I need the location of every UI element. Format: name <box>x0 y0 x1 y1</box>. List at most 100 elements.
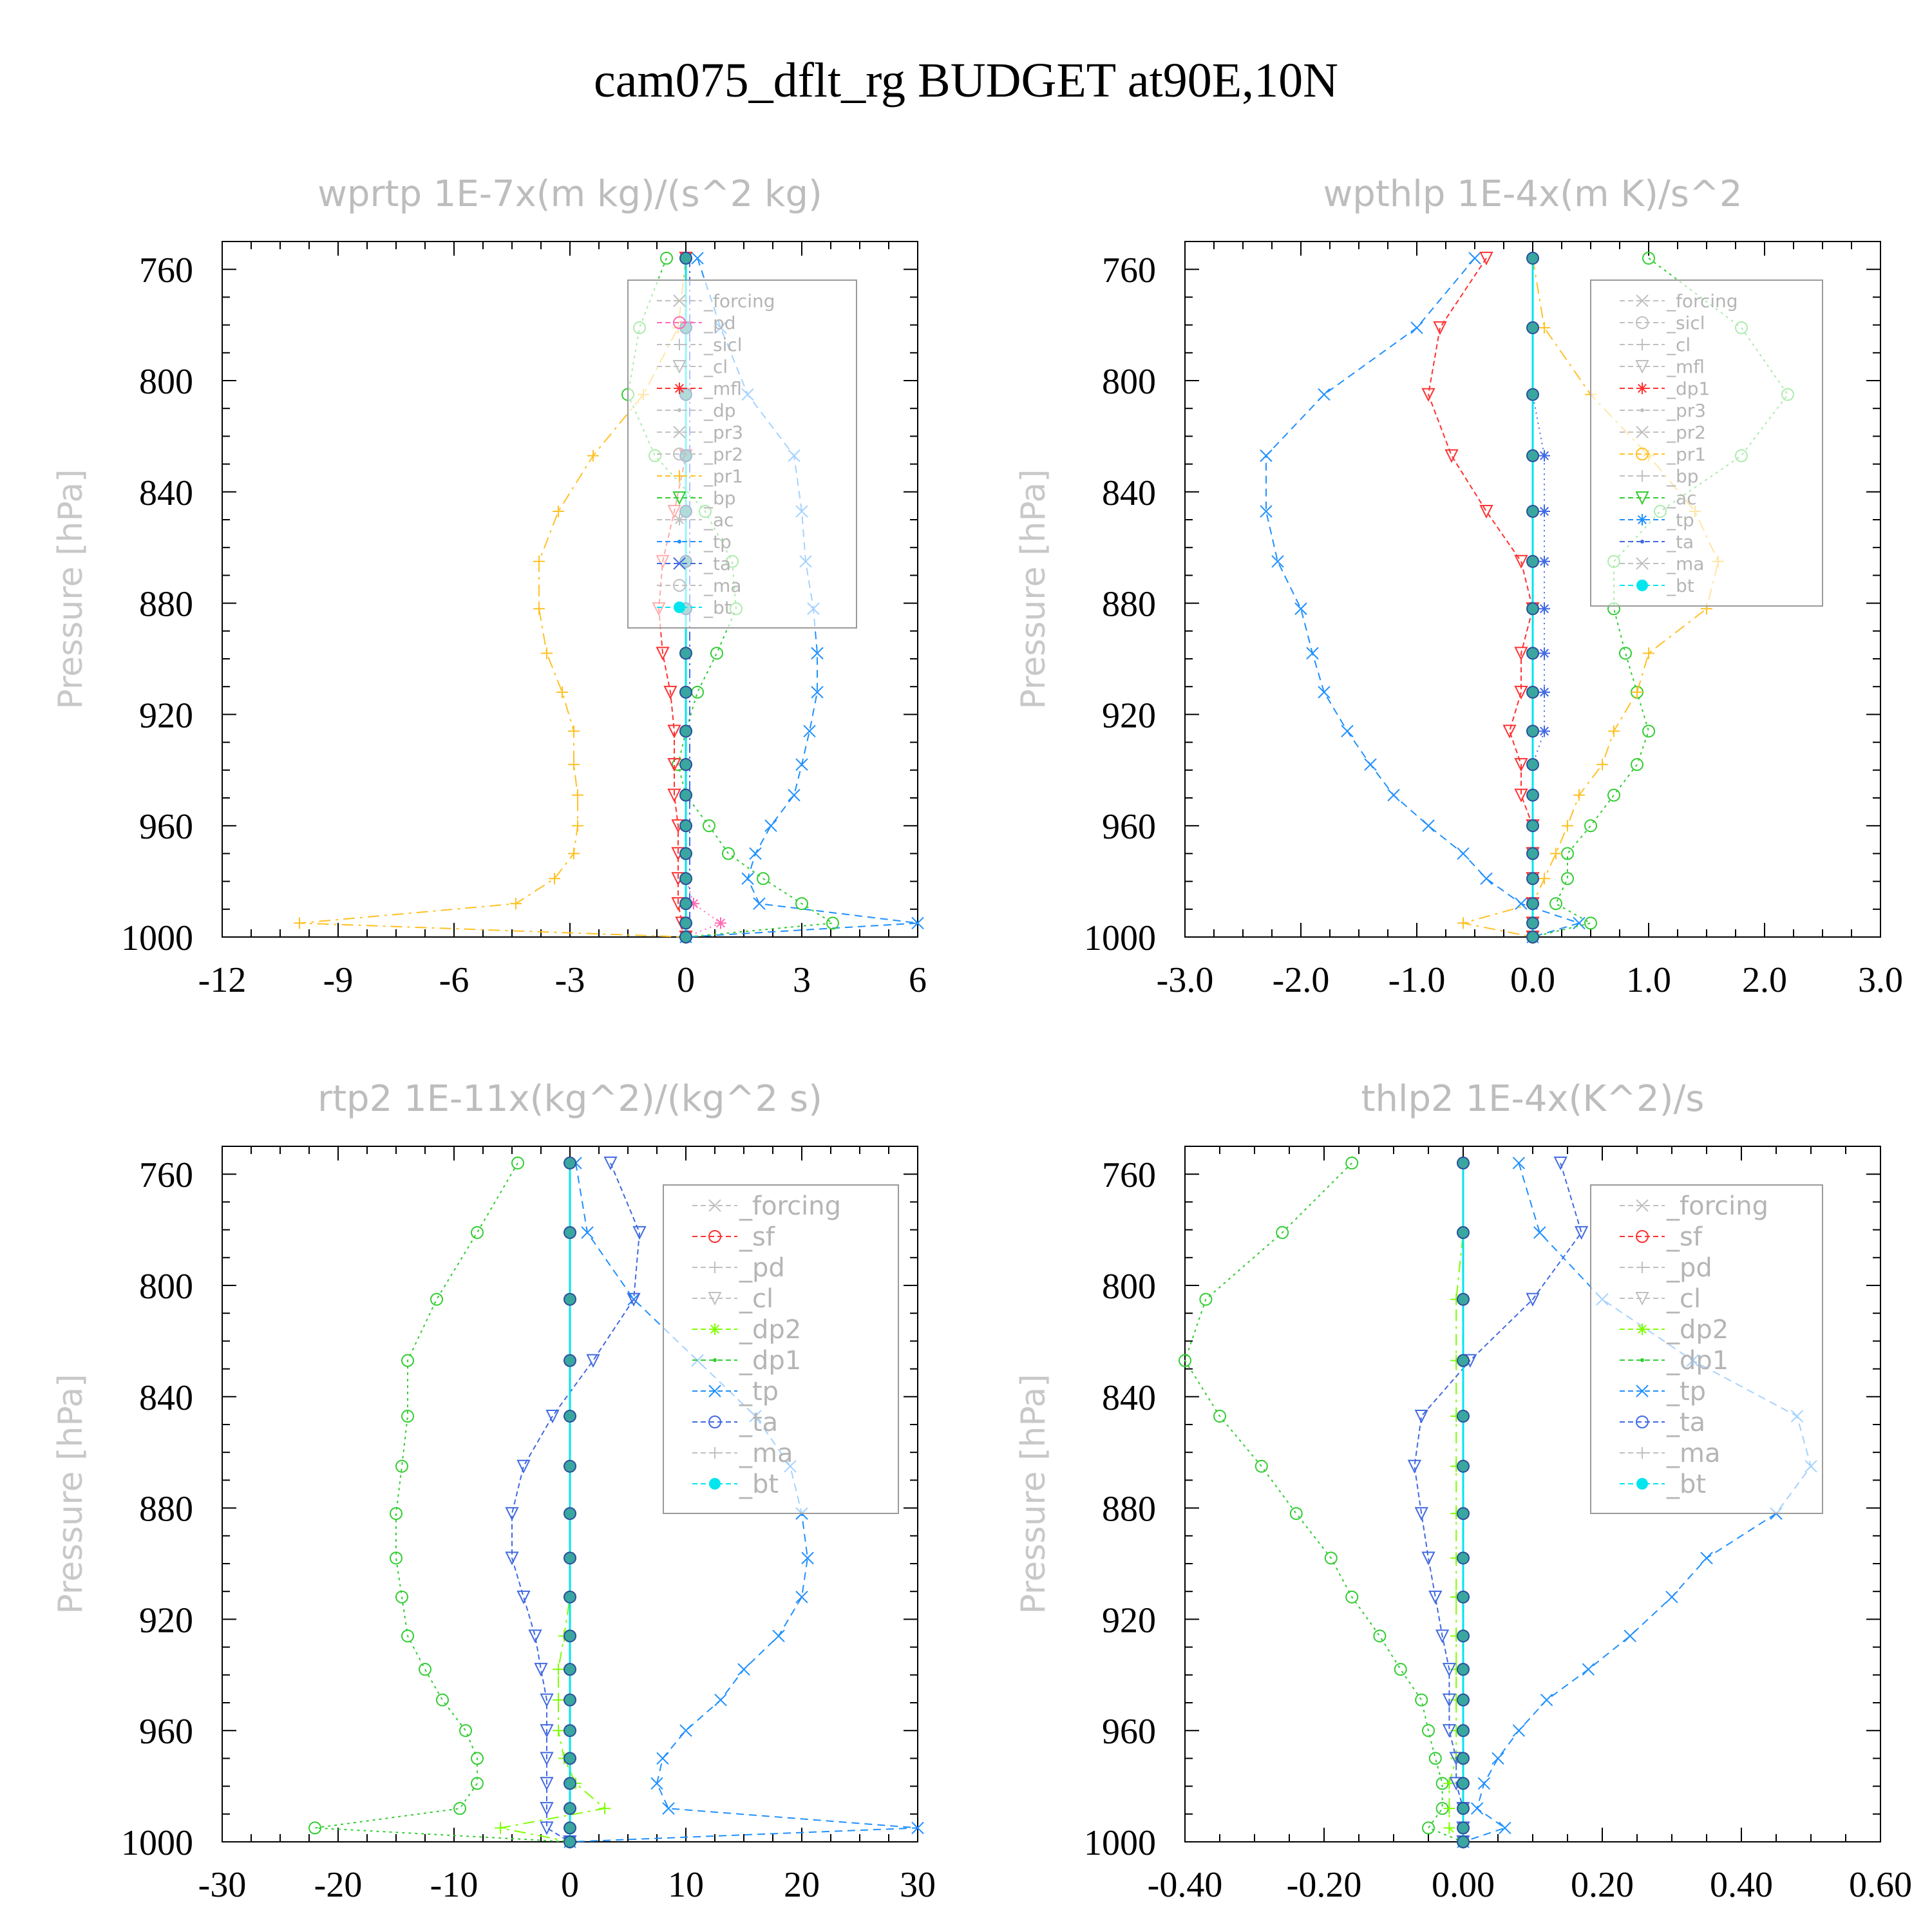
legend-item: _ta <box>1620 1408 1705 1437</box>
data-point <box>1422 1821 1435 1835</box>
data-point <box>1345 1590 1359 1604</box>
data-point <box>401 1354 414 1367</box>
data-point <box>453 1802 466 1815</box>
legend-item: _pr3 <box>657 422 743 443</box>
legend-marker <box>1636 1478 1648 1490</box>
data-point <box>556 686 568 698</box>
data-point <box>1457 1354 1470 1367</box>
legend: _forcing_sf_pd_cl_dp2_dp1_tp_ta_ma_bt <box>1590 1184 1823 1514</box>
legend-label: _bt <box>739 1470 779 1499</box>
data-point <box>1435 1629 1450 1643</box>
series-line <box>1532 258 1789 938</box>
x-tick-label: -1.0 <box>1388 960 1446 1000</box>
legend-item: _forcing <box>692 1191 841 1221</box>
data-point <box>737 1663 750 1676</box>
data-point <box>553 1725 564 1737</box>
data-point <box>674 339 685 350</box>
data-point <box>568 725 580 737</box>
data-point <box>1499 1821 1511 1835</box>
data-point <box>1457 1629 1470 1643</box>
data-point <box>691 685 704 699</box>
data-point <box>1213 1410 1226 1423</box>
data-point <box>811 686 824 699</box>
data-point <box>564 1156 576 1170</box>
data-point <box>1539 321 1550 334</box>
series-line <box>1532 258 1545 937</box>
legend-item: _ac <box>1620 488 1697 509</box>
data-point <box>1373 1629 1387 1643</box>
legend-label: _cl <box>1666 1284 1701 1314</box>
data-point <box>1636 1230 1649 1243</box>
data-point <box>568 848 580 860</box>
y-tick-label: 960 <box>139 807 193 847</box>
data-point <box>564 1410 576 1423</box>
data-point <box>1526 819 1539 833</box>
legend-label: _tp <box>1666 1377 1706 1406</box>
data-point <box>1457 917 1469 929</box>
data-point <box>788 788 800 802</box>
data-point <box>1415 1693 1428 1707</box>
y-tick-label: 920 <box>1102 696 1156 735</box>
legend-label: _forcing <box>1666 290 1738 312</box>
data-point <box>1636 514 1648 526</box>
data-point <box>564 1724 576 1738</box>
data-point <box>1561 872 1574 886</box>
data-point <box>471 1777 484 1790</box>
data-point <box>564 1459 576 1473</box>
data-point <box>1526 897 1539 911</box>
data-point <box>660 251 673 265</box>
data-point <box>1540 1693 1553 1707</box>
data-point <box>1636 1385 1649 1397</box>
legend-label: _ta <box>1666 531 1694 553</box>
data-point <box>749 847 762 860</box>
data-point <box>1364 758 1377 771</box>
data-point <box>1636 294 1649 307</box>
data-point <box>1526 251 1539 265</box>
legend-item: _sicl <box>1620 312 1705 334</box>
y-tick-label: 840 <box>139 1378 193 1418</box>
data-point <box>656 1752 669 1765</box>
legend-label: _sf <box>1666 1222 1703 1252</box>
data-point <box>1199 1293 1213 1306</box>
data-point <box>1260 505 1273 518</box>
data-point <box>1470 1802 1484 1815</box>
x-tick-label: -30 <box>198 1865 247 1905</box>
data-point <box>1533 1226 1546 1239</box>
chart-panel: rtp2 1E-11x(kg^2)/(kg^2 s) Pressure [hPa]… <box>52 1078 936 1905</box>
data-point <box>1457 1410 1470 1423</box>
data-point <box>757 872 770 886</box>
legend-marker <box>1636 580 1648 591</box>
y-axis-label: Pressure [hPa] <box>52 1374 90 1615</box>
data-point <box>795 1591 808 1604</box>
legend-item: _ta <box>1620 531 1694 553</box>
data-point <box>401 1410 414 1423</box>
data-point <box>1271 555 1284 568</box>
data-point <box>674 514 685 526</box>
legend-item: _ma <box>692 1439 793 1468</box>
data-point <box>1255 1459 1268 1473</box>
data-point <box>564 1693 576 1707</box>
legend-item: _sicl <box>657 334 743 355</box>
legend-item: _dp1 <box>692 1346 801 1376</box>
data-point <box>1289 1507 1303 1520</box>
legend-box <box>663 1184 899 1514</box>
data-point <box>679 897 692 911</box>
legend-item: _pr1 <box>1620 444 1706 465</box>
x-tick-label: 0.40 <box>1710 1865 1773 1905</box>
data-point <box>1631 758 1643 772</box>
y-tick-label: 960 <box>1102 1712 1156 1752</box>
y-tick-label: 840 <box>139 473 193 513</box>
series-line <box>1184 1162 1464 1842</box>
data-point <box>572 789 583 801</box>
data-point <box>553 506 564 518</box>
legend-label: _tp <box>1666 509 1694 531</box>
legend-label: _ac <box>703 509 734 531</box>
data-point <box>587 450 599 462</box>
data-point <box>1636 426 1649 439</box>
data-point <box>308 1821 321 1835</box>
data-point <box>541 647 553 659</box>
data-point <box>1457 1835 1470 1848</box>
legend-label: _ta <box>739 1408 778 1437</box>
data-point <box>533 603 545 615</box>
